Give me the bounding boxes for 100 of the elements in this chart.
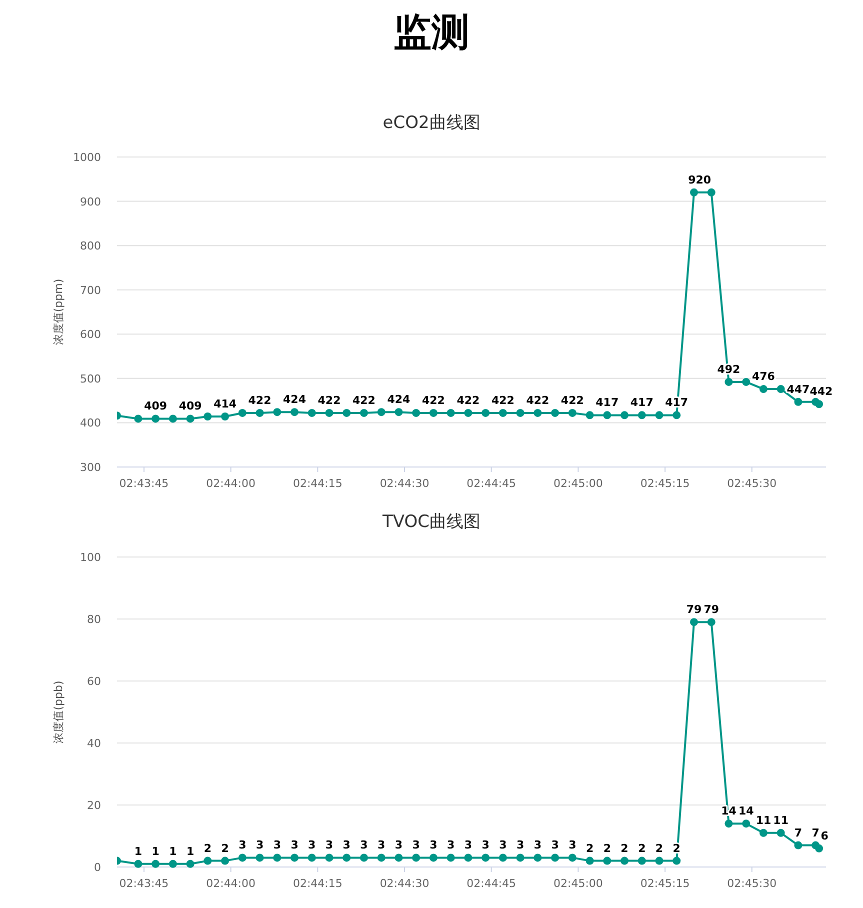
chart-subtitle: eCO2曲线图 bbox=[382, 113, 480, 133]
x-tick-label: 02:44:00 bbox=[206, 477, 256, 490]
y-tick-label: 40 bbox=[87, 737, 101, 750]
data-label: 6 bbox=[820, 829, 829, 842]
data-label: 422 bbox=[352, 394, 376, 407]
point bbox=[360, 408, 368, 417]
x-tick-label: 02:44:15 bbox=[292, 877, 342, 890]
point bbox=[690, 618, 698, 626]
x-tick-label: 02:44:45 bbox=[466, 477, 516, 490]
point bbox=[429, 854, 438, 862]
y-tick-label: 600 bbox=[80, 328, 101, 342]
point bbox=[342, 854, 351, 862]
point bbox=[273, 408, 282, 416]
point bbox=[742, 378, 750, 386]
point bbox=[325, 854, 334, 862]
point bbox=[256, 408, 264, 417]
x-tick-label: 02:45:00 bbox=[554, 477, 603, 490]
data-label: 417 bbox=[596, 396, 619, 410]
data-label: 79 bbox=[686, 603, 702, 616]
data-label: 3 bbox=[447, 838, 455, 852]
point bbox=[446, 854, 455, 862]
point bbox=[377, 854, 386, 862]
point bbox=[759, 385, 768, 394]
point bbox=[308, 854, 316, 862]
point bbox=[603, 411, 612, 420]
point bbox=[394, 854, 403, 862]
x-tick-label: 02:44:00 bbox=[206, 877, 256, 890]
y-axis-title: 浓度值(ppb) bbox=[52, 680, 65, 744]
data-label: 3 bbox=[273, 838, 281, 852]
x-tick-label: 02:45:15 bbox=[640, 877, 690, 890]
x-tick-label: 02:45:30 bbox=[727, 877, 777, 890]
point bbox=[412, 408, 420, 417]
data-label: 3 bbox=[412, 838, 420, 852]
data-label: 422 bbox=[422, 394, 445, 407]
data-label: 3 bbox=[238, 838, 246, 852]
point bbox=[238, 854, 246, 862]
data-label: 7 bbox=[794, 826, 802, 840]
y-tick-label: 80 bbox=[87, 613, 101, 626]
point bbox=[186, 860, 194, 868]
point bbox=[707, 618, 716, 626]
point bbox=[534, 854, 542, 862]
point bbox=[776, 828, 785, 837]
point bbox=[655, 411, 664, 420]
y-tick-label: 900 bbox=[80, 195, 101, 208]
x-tick-label: 02:44:45 bbox=[466, 877, 516, 890]
data-label: 2 bbox=[204, 842, 212, 855]
y-tick-label: 100 bbox=[80, 551, 101, 564]
point bbox=[412, 854, 420, 862]
data-label: 2 bbox=[221, 842, 229, 855]
point bbox=[724, 378, 733, 386]
y-tick-label: 0 bbox=[94, 861, 101, 874]
point bbox=[672, 856, 681, 865]
point bbox=[464, 854, 472, 862]
x-tick-label: 02:44:30 bbox=[380, 877, 430, 890]
point bbox=[134, 414, 142, 423]
data-label: 11 bbox=[773, 814, 788, 827]
data-label: 2 bbox=[638, 842, 646, 855]
data-label: 79 bbox=[704, 603, 720, 616]
data-label: 3 bbox=[464, 838, 472, 852]
point bbox=[759, 828, 768, 837]
point bbox=[672, 411, 681, 420]
x-tick-label: 02:45:00 bbox=[554, 877, 603, 890]
point bbox=[221, 856, 230, 865]
point bbox=[742, 820, 750, 828]
data-label: 3 bbox=[378, 838, 386, 852]
x-tick-label: 02:44:15 bbox=[292, 477, 342, 490]
data-label: 3 bbox=[360, 838, 368, 852]
y-axis-title: 浓度值(ppm) bbox=[52, 278, 65, 346]
data-label: 2 bbox=[586, 842, 594, 855]
point bbox=[620, 411, 629, 420]
data-label: 424 bbox=[283, 393, 306, 406]
point bbox=[776, 385, 785, 394]
point bbox=[794, 398, 802, 406]
data-label: 414 bbox=[214, 398, 237, 411]
data-label: 442 bbox=[810, 385, 833, 398]
point bbox=[724, 820, 733, 828]
point bbox=[342, 408, 351, 417]
point bbox=[377, 408, 386, 416]
point bbox=[325, 408, 334, 417]
y-tick-label: 700 bbox=[80, 284, 101, 297]
point bbox=[534, 408, 542, 417]
point bbox=[586, 411, 594, 420]
point bbox=[446, 408, 455, 417]
data-label: 3 bbox=[516, 838, 524, 852]
data-label: 1 bbox=[169, 844, 177, 858]
data-label: 1 bbox=[152, 844, 160, 858]
data-label: 11 bbox=[756, 814, 772, 827]
data-label: 422 bbox=[248, 394, 272, 407]
point bbox=[429, 408, 438, 417]
point bbox=[308, 408, 316, 417]
data-label: 422 bbox=[318, 394, 341, 407]
data-label: 409 bbox=[144, 400, 168, 413]
y-tick-label: 800 bbox=[80, 240, 101, 253]
point bbox=[586, 856, 594, 865]
point bbox=[498, 408, 507, 417]
data-label: 2 bbox=[655, 842, 664, 855]
data-label: 417 bbox=[630, 396, 654, 410]
x-tick-label: 02:44:30 bbox=[380, 477, 430, 490]
point bbox=[551, 854, 560, 862]
x-tick-label: 02:43:45 bbox=[119, 477, 169, 490]
